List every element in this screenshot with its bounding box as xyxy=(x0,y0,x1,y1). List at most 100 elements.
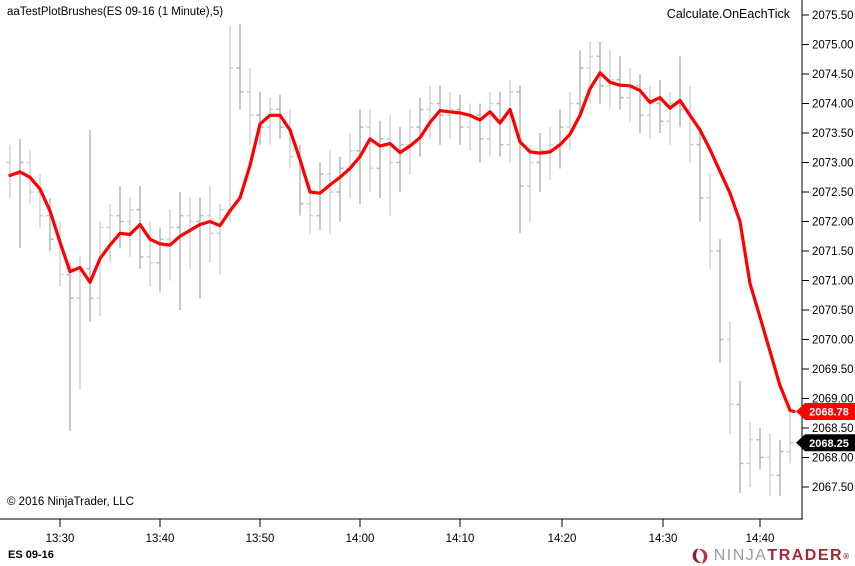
ohlc-bar xyxy=(176,192,184,310)
price-tick-label: 2074.50 xyxy=(812,69,854,81)
price-tick-label: 2069.50 xyxy=(812,364,854,376)
ohlc-bar xyxy=(736,380,744,493)
last-price-marker-text: 2068.25 xyxy=(809,438,849,450)
ohlc-bar xyxy=(566,91,574,151)
time-tick-label: 13:50 xyxy=(246,533,275,545)
ohlc-bar xyxy=(536,133,544,192)
indicator-value-marker-shape xyxy=(796,402,855,420)
ohlc-bar xyxy=(476,103,484,163)
last-price-marker-shape xyxy=(796,434,855,452)
price-tick-label: 2073.50 xyxy=(812,128,854,140)
ohlc-bar xyxy=(756,428,764,470)
ohlc-bar xyxy=(206,186,214,263)
ninjatrader-swirl-icon xyxy=(692,548,708,564)
ohlc-bar xyxy=(576,50,584,116)
indicator-value-marker-text: 2068.78 xyxy=(809,406,849,418)
time-tick-label: 13:40 xyxy=(146,533,175,545)
ohlc-bar xyxy=(606,50,614,110)
price-tick-label: 2067.50 xyxy=(812,482,854,494)
price-tick-label: 2073.00 xyxy=(812,158,854,170)
ohlc-bar xyxy=(426,85,434,139)
ohlc-bar xyxy=(466,103,474,151)
ohlc-bar xyxy=(336,156,344,222)
ohlc-bar xyxy=(516,85,524,234)
ohlc-bar xyxy=(66,262,74,431)
ohlc-bar xyxy=(416,97,424,157)
time-tick-label: 14:30 xyxy=(649,533,678,545)
ohlc-bar xyxy=(76,256,84,390)
time-tick-label: 14:20 xyxy=(548,533,577,545)
ohlc-bar xyxy=(526,144,534,222)
indicator-value-marker: 2068.78 xyxy=(796,402,855,420)
logo-text-ninja: NINJA xyxy=(713,547,768,564)
copyright-label: © 2016 NinjaTrader, LLC xyxy=(7,496,134,508)
ohlc-bar xyxy=(696,127,704,222)
ohlc-bar xyxy=(776,439,784,496)
time-tick-label: 14:10 xyxy=(446,533,475,545)
ohlc-bar xyxy=(46,197,54,251)
ohlc-bar xyxy=(366,109,374,192)
time-tick-label: 14:40 xyxy=(746,533,775,545)
chart-title: aaTestPlotBrushes(ES 09-16 (1 Minute),5) xyxy=(7,6,224,18)
price-tick-label: 2070.00 xyxy=(812,335,854,347)
ohlc-bar xyxy=(386,115,394,216)
ohlc-bar xyxy=(96,221,104,316)
time-tick-label: 13:30 xyxy=(46,533,75,545)
ohlc-bar xyxy=(506,79,514,163)
ohlc-bar xyxy=(636,74,644,133)
price-tick-label: 2068.50 xyxy=(812,423,854,435)
ohlc-bar xyxy=(16,138,24,249)
ohlc-bar xyxy=(446,91,454,139)
tab-strip: ES 09-16 xyxy=(0,545,855,566)
calc-mode-label: Calculate.OnEachTick xyxy=(666,7,790,21)
ohlc-bar xyxy=(236,23,244,110)
ohlc-bar xyxy=(656,79,664,133)
ohlc-bar xyxy=(716,239,724,364)
price-tick-label: 2075.00 xyxy=(812,40,854,52)
ohlc-bar xyxy=(196,197,204,299)
indicator-line xyxy=(8,71,796,414)
ohlc-bar xyxy=(316,162,324,231)
logo-text-trader: TRADER xyxy=(767,547,844,564)
ohlc-bar xyxy=(136,186,144,269)
ohlc-bar xyxy=(746,422,754,487)
price-tick-label: 2072.50 xyxy=(812,187,854,199)
ohlc-bar xyxy=(126,197,134,257)
ohlc-bar xyxy=(226,26,234,222)
ohlc-bar xyxy=(706,174,714,269)
price-tick-label: 2068.00 xyxy=(812,453,854,465)
registered-mark: ® xyxy=(843,551,849,561)
price-tick-label: 2071.00 xyxy=(812,276,854,288)
axes xyxy=(0,0,803,520)
ninjatrader-logo: NINJA TRADER ® xyxy=(690,547,849,565)
price-tick-label: 2074.00 xyxy=(812,99,854,111)
ohlc-bar xyxy=(156,227,164,293)
ohlc-bar xyxy=(36,174,44,228)
tab-es-09-16[interactable]: ES 09-16 xyxy=(8,549,54,561)
ohlc-bar xyxy=(86,130,94,322)
ohlc-bar xyxy=(186,197,194,269)
ohlc-bar xyxy=(766,433,774,496)
price-tick-label: 2069.00 xyxy=(812,394,854,406)
time-tick-label: 14:00 xyxy=(346,533,375,545)
ohlc-bars-layer xyxy=(6,23,794,496)
ohlc-bar xyxy=(106,203,114,263)
ohlc-bar xyxy=(616,56,624,110)
ohlc-bar xyxy=(666,91,674,145)
ohlc-bar xyxy=(266,97,274,145)
ohlc-bar xyxy=(216,203,224,275)
ohlc-bar xyxy=(376,121,384,198)
ohlc-bar xyxy=(686,85,694,163)
ohlc-bar xyxy=(726,321,734,434)
ohlc-bar xyxy=(396,127,404,192)
price-tick-label: 2072.00 xyxy=(812,217,854,229)
last-price-marker: 2068.25 xyxy=(796,434,855,452)
ohlc-bar xyxy=(676,56,684,128)
ohlc-bar xyxy=(326,150,334,234)
ohlc-bar xyxy=(786,404,794,464)
price-chart-pane[interactable]: 2075.50 2075.00 2074.50 2074.00 2073.50 2073.… xyxy=(0,0,855,545)
price-tick-label: 2075.50 xyxy=(812,10,854,22)
ohlc-bar xyxy=(436,85,444,145)
ohlc-bar xyxy=(146,221,154,287)
